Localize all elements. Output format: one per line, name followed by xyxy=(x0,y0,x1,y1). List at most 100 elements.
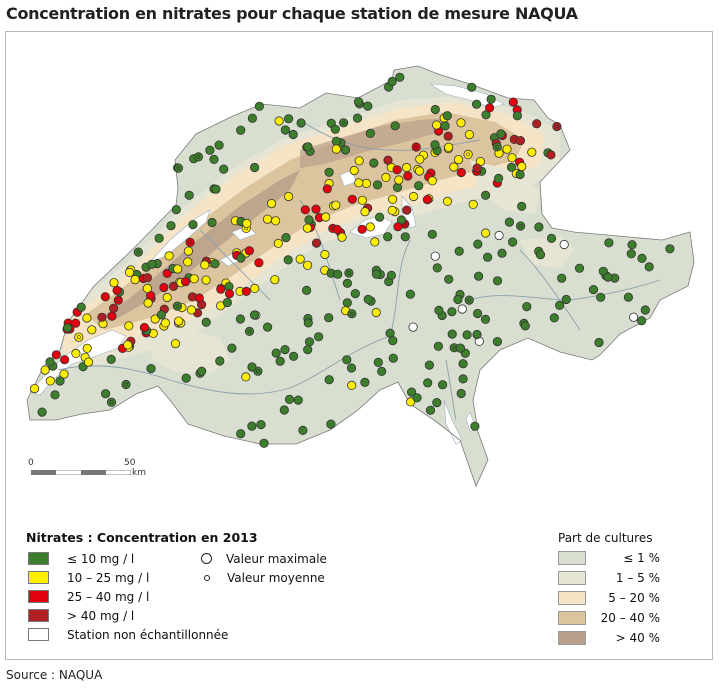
station-marker xyxy=(596,292,606,302)
culture-label-20-40: 20 – 40 % xyxy=(600,611,660,625)
station-marker xyxy=(623,292,634,302)
culture-label-gt40: > 40 % xyxy=(615,631,660,645)
station-marker xyxy=(370,237,380,247)
station-marker xyxy=(424,360,434,370)
station-marker xyxy=(331,144,341,154)
station-marker xyxy=(274,116,284,126)
culture-swatch-le1 xyxy=(558,551,586,565)
station-marker xyxy=(492,142,502,152)
station-marker xyxy=(242,218,252,228)
culture-swatch-20-40 xyxy=(558,611,586,625)
culture-label-5-20: 5 – 20 % xyxy=(608,591,660,605)
station-marker xyxy=(532,119,542,129)
station-marker xyxy=(447,307,457,317)
station-marker xyxy=(352,113,363,123)
station-marker xyxy=(456,388,466,399)
station-marker xyxy=(440,121,450,131)
station-marker xyxy=(349,165,359,176)
station-marker xyxy=(40,365,50,375)
station-marker xyxy=(313,332,324,342)
legend-label-mean: Valeur moyenne xyxy=(227,570,325,585)
station-marker xyxy=(546,233,557,243)
station-marker xyxy=(146,363,156,374)
station-marker xyxy=(303,142,313,152)
station-marker xyxy=(173,163,183,173)
station-inner-mark xyxy=(467,298,472,303)
legend-label-le10: ≤ 10 mg / l xyxy=(67,551,135,566)
station-inner-mark xyxy=(518,224,523,228)
station-marker xyxy=(464,130,474,140)
station-marker xyxy=(279,405,289,415)
station-marker xyxy=(201,317,211,327)
station-marker xyxy=(430,104,440,115)
station-marker xyxy=(383,232,393,242)
station-marker xyxy=(644,262,654,272)
station-marker xyxy=(354,156,364,166)
station-marker xyxy=(283,191,294,202)
station-marker xyxy=(123,340,133,350)
station-marker xyxy=(320,249,330,260)
station-marker xyxy=(557,273,567,283)
station-marker xyxy=(383,155,393,165)
station-marker xyxy=(405,289,415,299)
station-marker xyxy=(71,348,81,358)
station-marker xyxy=(387,205,397,215)
station-marker xyxy=(431,120,442,130)
station-marker xyxy=(296,118,306,128)
station-marker xyxy=(324,375,334,385)
station-marker xyxy=(97,312,107,322)
station-marker xyxy=(174,316,184,326)
station-marker xyxy=(363,294,373,304)
station-marker xyxy=(236,125,246,135)
station-inner-mark xyxy=(196,154,201,159)
station-marker xyxy=(184,190,194,200)
station-marker xyxy=(280,344,290,355)
station-marker xyxy=(188,220,198,230)
station-marker xyxy=(360,377,370,387)
station-marker xyxy=(393,222,403,232)
station-marker xyxy=(303,344,313,355)
station-marker xyxy=(210,259,220,269)
station-marker xyxy=(241,372,251,382)
station-marker xyxy=(457,304,467,314)
station-marker xyxy=(324,167,334,177)
station-marker xyxy=(262,322,273,332)
station-marker xyxy=(342,278,352,288)
culture-swatch-5-20 xyxy=(558,591,586,605)
station-marker xyxy=(425,405,436,415)
scale-unit-label: km xyxy=(132,468,146,478)
station-marker xyxy=(200,260,210,270)
station-marker xyxy=(484,103,495,113)
station-marker xyxy=(160,318,170,328)
station-marker xyxy=(377,366,387,376)
station-marker xyxy=(109,303,119,313)
station-marker xyxy=(130,274,140,285)
station-marker xyxy=(83,357,94,367)
station-marker xyxy=(574,263,585,273)
station-marker xyxy=(166,221,176,231)
station-marker xyxy=(50,390,60,400)
station-marker xyxy=(159,282,169,293)
station-marker xyxy=(283,255,293,265)
legend-item-gt40: > 40 mg / l xyxy=(28,608,134,623)
station-marker xyxy=(273,238,283,248)
station-marker xyxy=(412,393,422,403)
station-marker xyxy=(627,240,637,250)
station-marker xyxy=(59,355,70,365)
station-marker xyxy=(62,323,73,333)
legend-label-25-40: 25 – 40 mg / l xyxy=(67,589,150,604)
station-marker xyxy=(193,152,203,162)
station-marker xyxy=(443,131,453,141)
culture-swatch-gt40 xyxy=(558,631,586,645)
station-marker xyxy=(244,326,255,336)
station-marker xyxy=(112,285,122,295)
legend-swatch-10-25 xyxy=(28,571,49,584)
station-marker xyxy=(295,254,305,264)
station-marker xyxy=(266,199,277,209)
station-marker xyxy=(173,264,183,274)
station-marker xyxy=(447,329,457,339)
station-marker xyxy=(464,295,474,305)
legend-item-mean: Valeur moyenne xyxy=(201,570,325,585)
station-marker xyxy=(340,145,351,155)
max-value-circle-icon xyxy=(201,553,212,564)
